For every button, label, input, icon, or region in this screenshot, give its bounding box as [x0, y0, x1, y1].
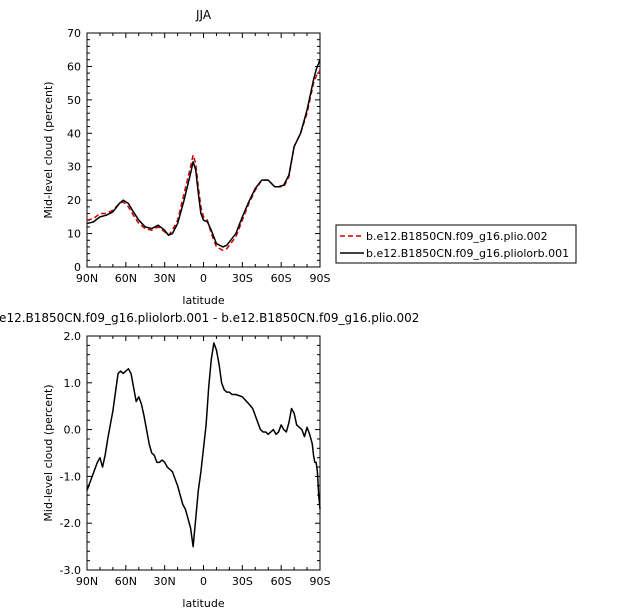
x-tick-label: 60S [271, 272, 292, 285]
x-tick-label: 0 [200, 575, 207, 588]
x-tick-label: 60N [115, 575, 137, 588]
x-tick-label: 90N [76, 575, 98, 588]
x-tick-label: 60S [271, 575, 292, 588]
chart-title: b.e12.B1850CN.f09_g16.pliolorb.001 - b.e… [0, 311, 419, 325]
x-tick-label: 30S [232, 575, 253, 588]
legend-label-1: b.e12.B1850CN.f09_g16.plio.002 [366, 230, 548, 243]
y-tick-label: -1.0 [60, 470, 81, 483]
x-tick-label: 30N [154, 575, 176, 588]
y-tick-label: 10 [67, 228, 81, 241]
x-tick-label: 90S [310, 575, 331, 588]
legend-box [335, 224, 577, 264]
x-tick-label: 30S [232, 272, 253, 285]
y-tick-label: 1.0 [64, 377, 82, 390]
series-line-1 [86, 342, 321, 548]
y-axis-label: Mid-level cloud (percent) [42, 81, 55, 218]
y-tick-label: 0.0 [64, 424, 82, 437]
y-tick-label: 40 [67, 127, 81, 140]
x-tick-label: 60N [115, 272, 137, 285]
chart-panel-2: -3.0 -2.0 -1.0 0.0 1.0 2.0 90N 60N 30N 0 30S 60S 90S… [0, 311, 419, 610]
legend-label-2: b.e12.B1850CN.f09_g16.pliolorb.001 [366, 247, 569, 260]
y-tick-label: 0 [74, 261, 81, 274]
x-tick-label: 30N [154, 272, 176, 285]
x-tick-label: 90N [76, 272, 98, 285]
y-tick-label: 2.0 [64, 330, 82, 343]
x-tick-label: 90S [310, 272, 331, 285]
y-tick-label: -3.0 [60, 564, 81, 577]
x-tick-label: 0 [200, 272, 207, 285]
series-line-1 [86, 69, 321, 252]
x-axis-label: latitude [182, 597, 224, 610]
y-tick-label: -2.0 [60, 517, 81, 530]
series-line-2 [86, 59, 321, 248]
y-tick-label: 70 [67, 27, 81, 40]
y-tick-label: 30 [67, 161, 81, 174]
y-axis-label: Mid-level cloud (percent) [42, 384, 55, 521]
x-axis-label: latitude [182, 294, 224, 307]
y-tick-label: 50 [67, 94, 81, 107]
chart-panel-1: 0 10 20 30 40 50 60 70 90N 60N 30N 0 30S 60S 90S latitu… [42, 8, 577, 307]
legend: b.e12.B1850CN.f09_g16.plio.002 b.e12.B185… [335, 224, 577, 264]
chart-title: JJA [195, 8, 212, 22]
y-tick-label: 60 [67, 60, 81, 73]
plot-frame [86, 32, 321, 268]
y-tick-label: 20 [67, 194, 81, 207]
